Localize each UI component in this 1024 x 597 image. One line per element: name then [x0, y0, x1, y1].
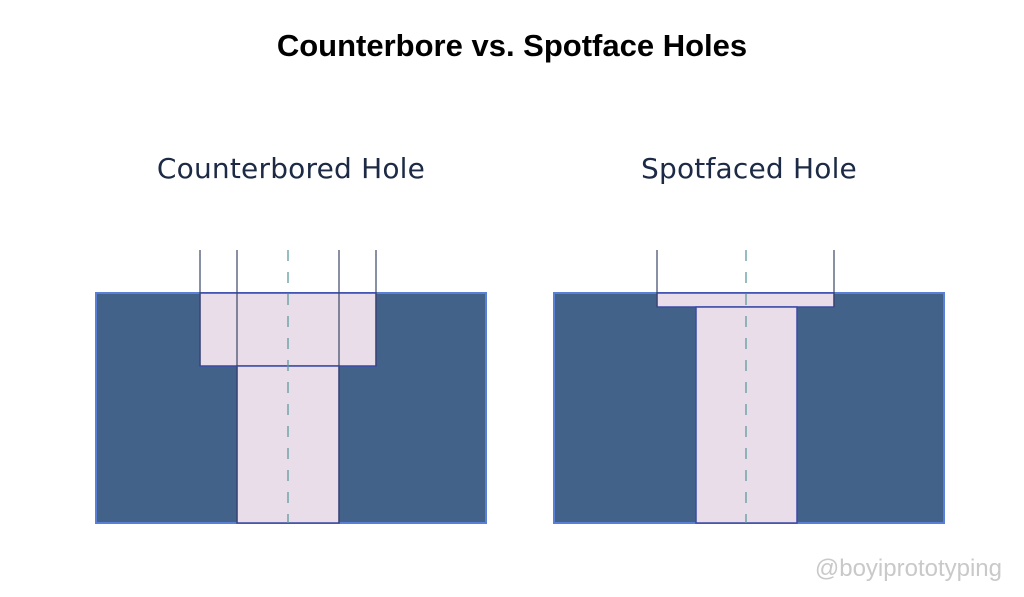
watermark: @boyiprototyping: [814, 555, 1002, 582]
counterbored-hole-label: Counterbored Hole: [156, 152, 426, 185]
spotfaced-hole-diagram: [553, 250, 945, 524]
counterbored-hole-diagram: [95, 250, 487, 524]
page-title: Counterbore vs. Spotface Holes: [276, 28, 748, 63]
spotfaced-hole-label: Spotfaced Hole: [641, 152, 857, 185]
